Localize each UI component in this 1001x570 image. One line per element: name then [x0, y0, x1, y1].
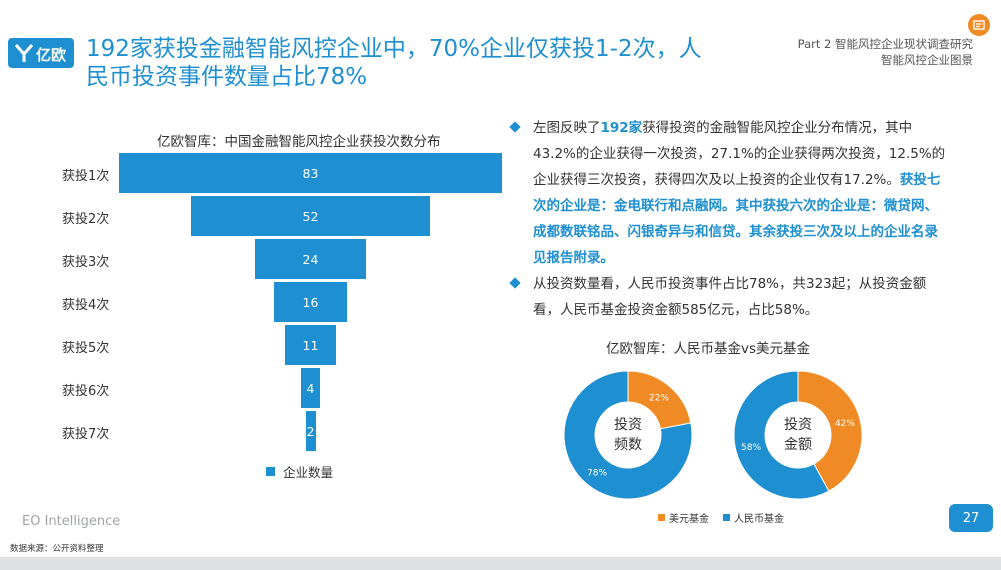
- legend-label-usd: 美元基金: [669, 514, 709, 525]
- donut-value-label: 22%: [649, 394, 669, 404]
- legend-label-rmb: 人民币基金: [734, 514, 784, 525]
- donut-center-line: 投资: [614, 417, 642, 433]
- funnel-row: 获投5次 11: [0, 325, 520, 365]
- bullet-2-text: 从投资数量看，人民币投资事件占比78%，共323起；从投资金额看，人民币基金投资…: [533, 276, 927, 318]
- funnel-bar: 83: [119, 153, 502, 193]
- footer-brand: EO Intelligence: [22, 514, 121, 529]
- bullet-1-text-b: 获得投资的金融智能风控企业分布情况，其中43.2%的企业获得一次投资，27.1%…: [533, 120, 946, 188]
- funnel-bar: 52: [190, 196, 431, 236]
- funnel-category-label: 获投1次: [62, 169, 110, 184]
- funnel-bar: 16: [273, 282, 348, 322]
- donut-value-label: 42%: [835, 419, 855, 429]
- diamond-bullet-icon: [509, 277, 521, 289]
- legend-swatch: [266, 467, 275, 476]
- donut-chart-frequency: 22% 78% 投资 频数: [563, 370, 693, 500]
- funnel-legend: 企业数量: [266, 462, 333, 481]
- donut-center-label: 投资 频数: [563, 370, 693, 500]
- section-label-line-2: 智能风控企业图景: [881, 53, 973, 67]
- title-line-1: 192家获投金融智能风控企业中，70%企业仅获投1-2次，人: [86, 36, 702, 62]
- funnel-row: 获投6次 4: [0, 368, 520, 408]
- donut-chart-amount: 42% 58% 投资 金额: [733, 370, 863, 500]
- slide: 亿欧 192家获投金融智能风控企业中，70%企业仅获投1-2次，人 民币投资事件…: [0, 0, 1001, 557]
- donut-chart-title: 亿欧智库：人民币基金vs美元基金: [606, 341, 811, 357]
- bullet-1-bold: 获投七次的企业是：金电联行和点融网。其中获投六次的企业是：微贷网、成都数联铭品、…: [533, 172, 941, 266]
- donut-value-label: 58%: [741, 443, 761, 453]
- funnel-chart-title: 亿欧智库：中国金融智能风控企业获投次数分布: [157, 134, 441, 150]
- funnel-category-label: 获投6次: [62, 384, 110, 399]
- bottom-strip: [0, 557, 1001, 570]
- share-icon[interactable]: [968, 14, 990, 36]
- donut-slice-usd: [797, 370, 863, 492]
- funnel-category-label: 获投2次: [62, 212, 110, 227]
- legend-swatch-rmb: [723, 514, 730, 521]
- funnel-category-label: 获投4次: [62, 298, 110, 313]
- analysis-text: 左图反映了192家获得投资的金融智能风控企业分布情况，其中43.2%的企业获得一…: [509, 115, 949, 323]
- funnel-row: 获投1次 83: [0, 153, 520, 193]
- legend-swatch-usd: [658, 514, 665, 521]
- yiou-logo: 亿欧: [8, 38, 74, 68]
- donut-center-label: 投资 金额: [733, 370, 863, 500]
- funnel-bar: 4: [301, 368, 320, 408]
- donut-value-label: 78%: [587, 468, 607, 478]
- funnel-category-label: 获投7次: [62, 427, 110, 442]
- section-label: Part 2 智能风控企业现状调查研究 智能风控企业图景: [798, 36, 973, 68]
- funnel-row: 获投4次 16: [0, 282, 520, 322]
- donut-legend: 美元基金 人民币基金: [658, 510, 784, 525]
- funnel-bar: 11: [285, 325, 336, 365]
- donut-slice-rmb: [733, 370, 830, 500]
- funnel-row: 获投7次 2: [0, 411, 520, 451]
- data-source: 数据来源：公开资料整理: [10, 544, 104, 554]
- donut-center-line: 投资: [784, 417, 812, 433]
- donut-slice-rmb: [563, 370, 693, 500]
- funnel-category-label: 获投5次: [62, 341, 110, 356]
- diamond-bullet-icon: [509, 121, 521, 133]
- funnel-bar: 2: [305, 411, 316, 451]
- funnel-category-label: 获投3次: [62, 255, 110, 270]
- bullet-2: 从投资数量看，人民币投资事件占比78%，共323起；从投资金额看，人民币基金投资…: [509, 271, 949, 323]
- funnel-row: 获投2次 52: [0, 196, 520, 236]
- donut-center-line: 金额: [784, 437, 812, 453]
- funnel-row: 获投3次 24: [0, 239, 520, 279]
- logo-y-icon: [14, 44, 34, 62]
- page-number: 27: [949, 504, 993, 532]
- section-label-line-1: Part 2 智能风控企业现状调查研究: [797, 37, 973, 51]
- bullet-1-highlight: 192家: [600, 120, 643, 136]
- bullet-1: 左图反映了192家获得投资的金融智能风控企业分布情况，其中43.2%的企业获得一…: [509, 115, 949, 271]
- legend-label: 企业数量: [283, 465, 334, 480]
- page-title: 192家获投金融智能风控企业中，70%企业仅获投1-2次，人 民币投资事件数量占…: [86, 35, 736, 91]
- donut-svg: 42% 58%: [733, 370, 863, 500]
- bullet-1-text-a: 左图反映了: [533, 120, 601, 136]
- title-line-2: 民币投资事件数量占比78%: [86, 64, 368, 90]
- logo-text: 亿欧: [36, 46, 67, 64]
- donut-center-line: 频数: [614, 437, 642, 453]
- donut-svg: 22% 78%: [563, 370, 693, 500]
- funnel-bar: 24: [255, 239, 366, 279]
